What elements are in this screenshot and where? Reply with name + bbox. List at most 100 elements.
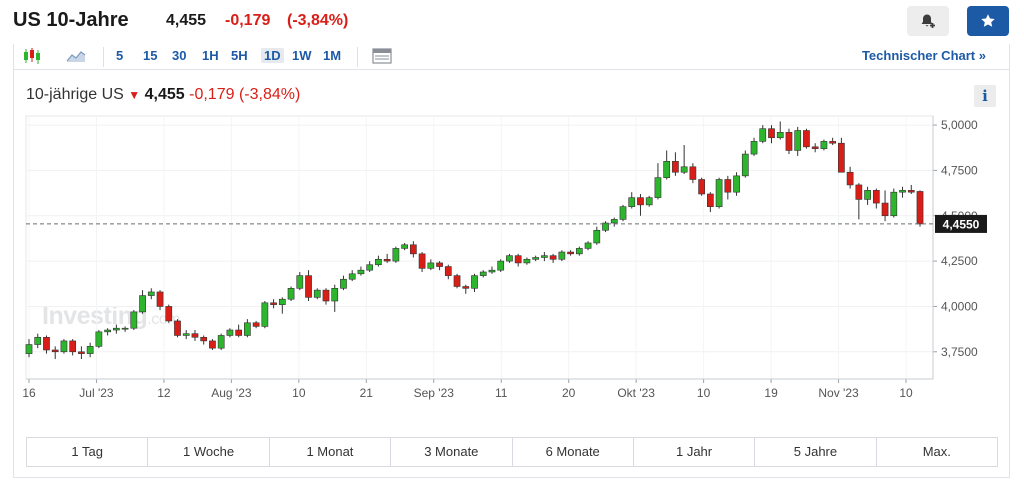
interval-1w[interactable]: 1W: [292, 48, 312, 63]
candle-body: [497, 260, 505, 271]
candle-body: [278, 298, 286, 305]
x-tick-label: 10: [697, 386, 711, 400]
technical-chart-link[interactable]: Technischer Chart »: [861, 48, 986, 63]
chart-toolbar: 5 15 30 1H 5H 1D 1W 1M Technischer Chart…: [13, 44, 1010, 70]
candle-body: [479, 271, 487, 276]
candle-body: [872, 190, 880, 204]
x-tick-label: 10: [292, 386, 306, 400]
candle-body: [313, 289, 321, 298]
x-tick-label: 16: [22, 386, 36, 400]
time-range-selector: 1 Tag 1 Woche 1 Monat 3 Monate 6 Monate …: [26, 437, 998, 467]
candle-body: [409, 244, 417, 255]
candle-body: [357, 269, 365, 275]
candle-body: [182, 333, 190, 336]
interval-5[interactable]: 5: [116, 48, 124, 63]
last-price-box: [935, 214, 987, 233]
candle-body: [575, 248, 583, 255]
candle-body: [820, 141, 828, 149]
candle-body: [706, 193, 714, 207]
y-tick-label: 3,7500: [941, 345, 978, 359]
candle-body: [418, 253, 426, 269]
down-arrow-icon: ▼: [128, 88, 141, 102]
interval-5h[interactable]: 5H: [231, 48, 248, 63]
candle-body: [209, 340, 216, 349]
candle-body: [724, 179, 732, 193]
candle-body: [654, 177, 662, 198]
candle-body: [838, 142, 845, 173]
range-1-week[interactable]: 1 Woche: [148, 438, 270, 466]
info-button[interactable]: i: [974, 85, 996, 107]
candle-body: [602, 222, 609, 231]
candle-body: [401, 244, 408, 249]
candle-body: [340, 278, 347, 289]
candle-body: [270, 302, 277, 305]
interval-30[interactable]: 30: [172, 48, 187, 63]
candle-body: [217, 335, 225, 349]
candle-body: [532, 257, 540, 260]
x-tick-label: 19: [764, 386, 778, 400]
instrument-name: 10-jährige US: [26, 86, 124, 103]
add-alert-button[interactable]: [907, 6, 949, 36]
candle-body: [287, 288, 295, 300]
plot-area: [25, 115, 934, 380]
chart-frame: [13, 44, 1010, 478]
candle-body: [139, 295, 146, 313]
candle-body: [864, 190, 871, 200]
candle-body: [453, 275, 461, 287]
candle-body: [829, 141, 837, 144]
candle-body: [174, 320, 181, 336]
candle-body: [95, 331, 103, 347]
table-view-icon[interactable]: [371, 47, 393, 65]
candle-body: [383, 258, 391, 262]
range-1-month[interactable]: 1 Monat: [270, 438, 392, 466]
interval-1d[interactable]: 1D: [261, 48, 284, 63]
header-price: 4,455: [166, 12, 207, 29]
candle-body: [104, 329, 111, 333]
x-tick-label: 20: [562, 386, 576, 400]
candle-body: [759, 128, 767, 142]
legend-change-pct: (-3,84%): [238, 86, 301, 103]
candle-body: [619, 206, 627, 220]
range-1-year[interactable]: 1 Jahr: [634, 438, 756, 466]
x-tick-label: 10: [899, 386, 913, 400]
candle-body: [907, 190, 915, 193]
candle-body: [200, 336, 208, 342]
instrument-header: US 10-Jahre 4,455 -0,179 (-3,84%): [0, 0, 1024, 44]
candle-body: [768, 128, 775, 139]
candle-body: [322, 289, 330, 302]
range-3-months[interactable]: 3 Monate: [391, 438, 513, 466]
interval-1h[interactable]: 1H: [202, 48, 219, 63]
legend-change: -0,179: [189, 86, 235, 103]
candle-body: [523, 258, 531, 264]
add-to-watchlist-button[interactable]: [967, 6, 1009, 36]
range-max[interactable]: Max.: [922, 444, 951, 459]
y-tick-label: 4,7500: [941, 163, 978, 177]
candle-body: [645, 197, 653, 206]
interval-15[interactable]: 15: [143, 48, 158, 63]
candle-body: [785, 132, 793, 151]
candle-body: [244, 322, 251, 336]
range-5-years[interactable]: 5 Jahre: [755, 438, 877, 466]
candle-body: [680, 166, 688, 173]
candle-body: [34, 336, 42, 345]
x-tick-label: Jul '23: [79, 386, 114, 400]
legend-price: 4,455: [144, 86, 185, 103]
candle-body: [899, 190, 906, 193]
interval-1m[interactable]: 1M: [323, 48, 342, 63]
x-tick-label: Okt '23: [617, 386, 655, 400]
candle-body: [392, 248, 400, 262]
page-title: US 10-Jahre: [13, 9, 129, 31]
candlestick-type-icon[interactable]: [21, 47, 43, 65]
candle-body: [348, 273, 356, 280]
candle-body: [366, 264, 374, 271]
candle-body: [750, 141, 758, 155]
candle-body: [427, 262, 435, 269]
candle-body: [191, 333, 199, 338]
candle-body: [514, 255, 522, 264]
candle-body: [121, 327, 129, 330]
range-1-day[interactable]: 1 Tag: [27, 438, 149, 466]
range-6-months[interactable]: 6 Monate: [513, 438, 634, 466]
candle-body: [846, 171, 854, 186]
area-chart-type-icon[interactable]: [65, 47, 87, 65]
